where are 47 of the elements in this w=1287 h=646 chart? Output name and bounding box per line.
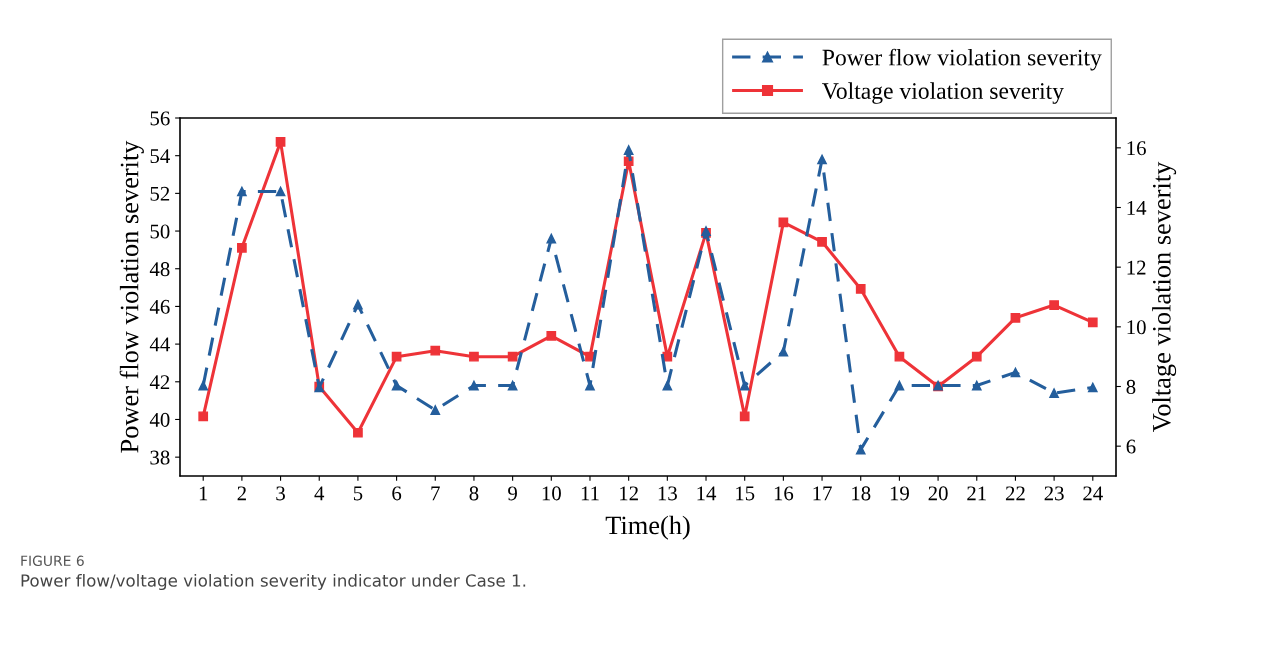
y-axis-title: Power flow violation severity — [119, 140, 144, 453]
x-tick-label: 22 — [1005, 486, 1025, 501]
x-tick-label: 15 — [736, 486, 755, 501]
caption: FIGURE 6 — [21, 555, 84, 567]
x-tick-label: 6 — [392, 486, 402, 501]
y-tick-label: 40 — [149, 412, 170, 427]
x-tick-label: 10 — [542, 486, 561, 501]
x-tick-label: 16 — [774, 486, 794, 501]
x-tick-label: 21 — [967, 486, 986, 501]
x-tick-label: 13 — [658, 486, 677, 501]
x-tick-label: 23 — [1044, 486, 1064, 501]
y2-tick-label: 16 — [1127, 141, 1146, 156]
y-tick-label: 54 — [150, 149, 170, 164]
x-axis-title: Time(h) — [605, 515, 690, 540]
y2-tick-label: 10 — [1127, 320, 1146, 335]
x-tick-label: 3 — [276, 486, 285, 501]
y-tick-label: 50 — [150, 224, 170, 239]
x-tick-label: 19 — [890, 486, 909, 501]
text: Power flow/voltage violation severity indicator under Case 1. — [21, 573, 526, 591]
y-tick-label: 38 — [150, 450, 170, 465]
y2-axis-title: Voltage violation severity — [1152, 161, 1177, 433]
x-tick-label: 24 — [1083, 486, 1103, 501]
y-tick-label: 52 — [150, 186, 170, 201]
y2-tick-label: 12 — [1127, 260, 1146, 275]
x-tick-label: 2 — [237, 486, 246, 501]
x-tick-label: 8 — [469, 486, 479, 501]
y-tick-label: 44 — [149, 337, 170, 352]
x-tick-label: 11 — [581, 486, 599, 501]
y2-tick-label: 6 — [1126, 439, 1136, 454]
x-tick-label: 9 — [508, 486, 517, 501]
x-tick-label: 12 — [620, 486, 638, 501]
x-tick-label: 1 — [199, 486, 208, 501]
x-tick-label: 14 — [697, 486, 717, 501]
x-tick-label: 17 — [813, 486, 832, 501]
y-tick-label: 56 — [150, 111, 170, 126]
x-tick-label: 20 — [928, 486, 948, 501]
legend-label: Power flow violation severity — [822, 48, 1102, 71]
x-tick-label: 18 — [852, 486, 871, 501]
y2-tick-label: 14 — [1127, 200, 1147, 215]
x-tick-label: 5 — [353, 486, 363, 501]
y2-tick-label: 8 — [1126, 379, 1136, 394]
y-tick-label: 48 — [149, 262, 170, 277]
x-tick-label: 4 — [314, 486, 325, 501]
y-tick-label: 42 — [149, 375, 170, 390]
x-tick-label: 7 — [431, 486, 440, 501]
legend-label: Voltage violation severity — [822, 82, 1064, 104]
y-tick-label: 46 — [149, 299, 170, 314]
